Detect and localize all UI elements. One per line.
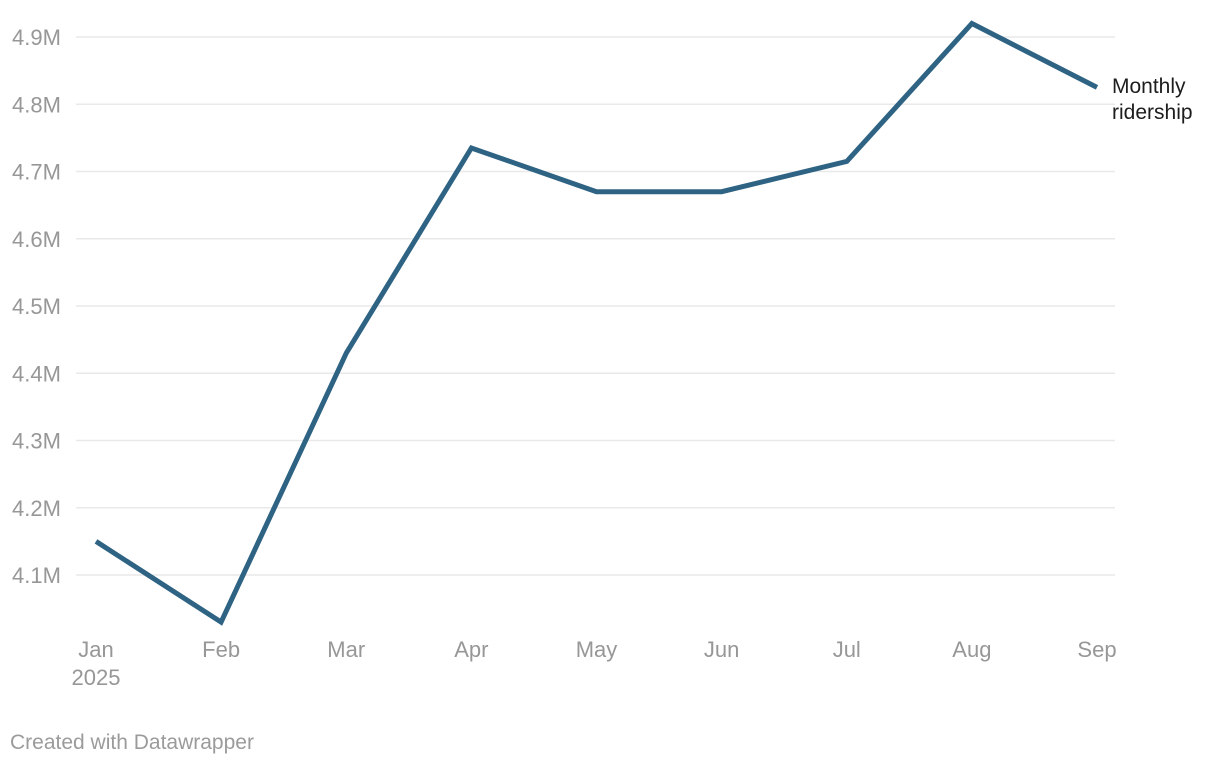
datawrapper-attribution-link[interactable]: Created with Datawrapper — [10, 731, 254, 754]
y-tick-label: 4.4M — [12, 361, 61, 386]
x-tick-year-label: 2025 — [72, 665, 121, 690]
y-tick-label: 4.1M — [12, 563, 61, 588]
x-tick-label: May — [576, 637, 618, 662]
ridership-line-chart: 4.1M 4.2M 4.3M 4.4M 4.5M 4.6M 4.7M 4.8M 4.9M Jan 2… — [12, 20, 1117, 690]
y-tick-label: 4.3M — [12, 429, 61, 454]
x-tick-label: Jul — [833, 637, 861, 662]
y-tick-label: 4.7M — [12, 160, 61, 185]
x-tick-label: Sep — [1077, 637, 1116, 662]
x-tick-label: Aug — [952, 637, 991, 662]
y-tick-label: 4.2M — [12, 496, 61, 521]
x-tick-label: Jan — [78, 637, 113, 662]
x-tick-label: Jun — [704, 637, 739, 662]
x-tick-label: Mar — [327, 637, 365, 662]
y-tick-label: 4.8M — [12, 92, 61, 117]
series-direct-label: Monthly ridership — [1112, 75, 1193, 124]
y-tick-label: 4.9M — [12, 25, 61, 50]
ridership-line — [94, 20, 1099, 626]
x-tick-label: Apr — [454, 637, 488, 662]
y-tick-label: 4.5M — [12, 294, 61, 319]
x-tick-label: Feb — [202, 637, 240, 662]
y-tick-label: 4.6M — [12, 227, 61, 252]
